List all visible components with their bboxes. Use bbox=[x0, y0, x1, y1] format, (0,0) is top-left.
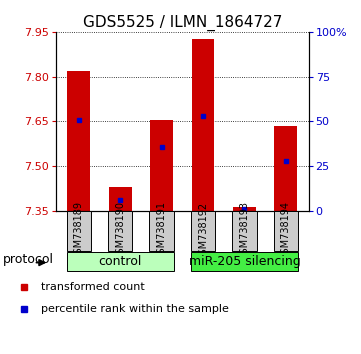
Bar bbox=[68, 70, 90, 211]
FancyBboxPatch shape bbox=[66, 252, 174, 271]
FancyBboxPatch shape bbox=[149, 211, 174, 251]
Text: miR-205 silencing: miR-205 silencing bbox=[188, 255, 300, 268]
FancyBboxPatch shape bbox=[191, 252, 298, 271]
FancyBboxPatch shape bbox=[66, 211, 91, 251]
Title: GDS5525 / ILMN_1864727: GDS5525 / ILMN_1864727 bbox=[83, 14, 282, 30]
Text: GSM738189: GSM738189 bbox=[74, 201, 84, 261]
Bar bbox=[150, 120, 173, 211]
FancyBboxPatch shape bbox=[232, 211, 257, 251]
FancyBboxPatch shape bbox=[191, 211, 215, 251]
Bar bbox=[233, 207, 256, 211]
Text: transformed count: transformed count bbox=[41, 282, 145, 292]
Text: control: control bbox=[99, 255, 142, 268]
FancyBboxPatch shape bbox=[274, 211, 298, 251]
Bar bbox=[192, 39, 214, 211]
Text: protocol: protocol bbox=[3, 253, 54, 266]
Text: GSM738190: GSM738190 bbox=[115, 201, 125, 261]
Text: GSM738194: GSM738194 bbox=[281, 201, 291, 261]
Text: GSM738191: GSM738191 bbox=[157, 201, 166, 261]
Text: percentile rank within the sample: percentile rank within the sample bbox=[41, 303, 229, 314]
Text: GSM738193: GSM738193 bbox=[239, 201, 249, 261]
Bar bbox=[274, 126, 297, 211]
FancyBboxPatch shape bbox=[108, 211, 132, 251]
Bar bbox=[109, 187, 131, 211]
Text: GSM738192: GSM738192 bbox=[198, 201, 208, 261]
